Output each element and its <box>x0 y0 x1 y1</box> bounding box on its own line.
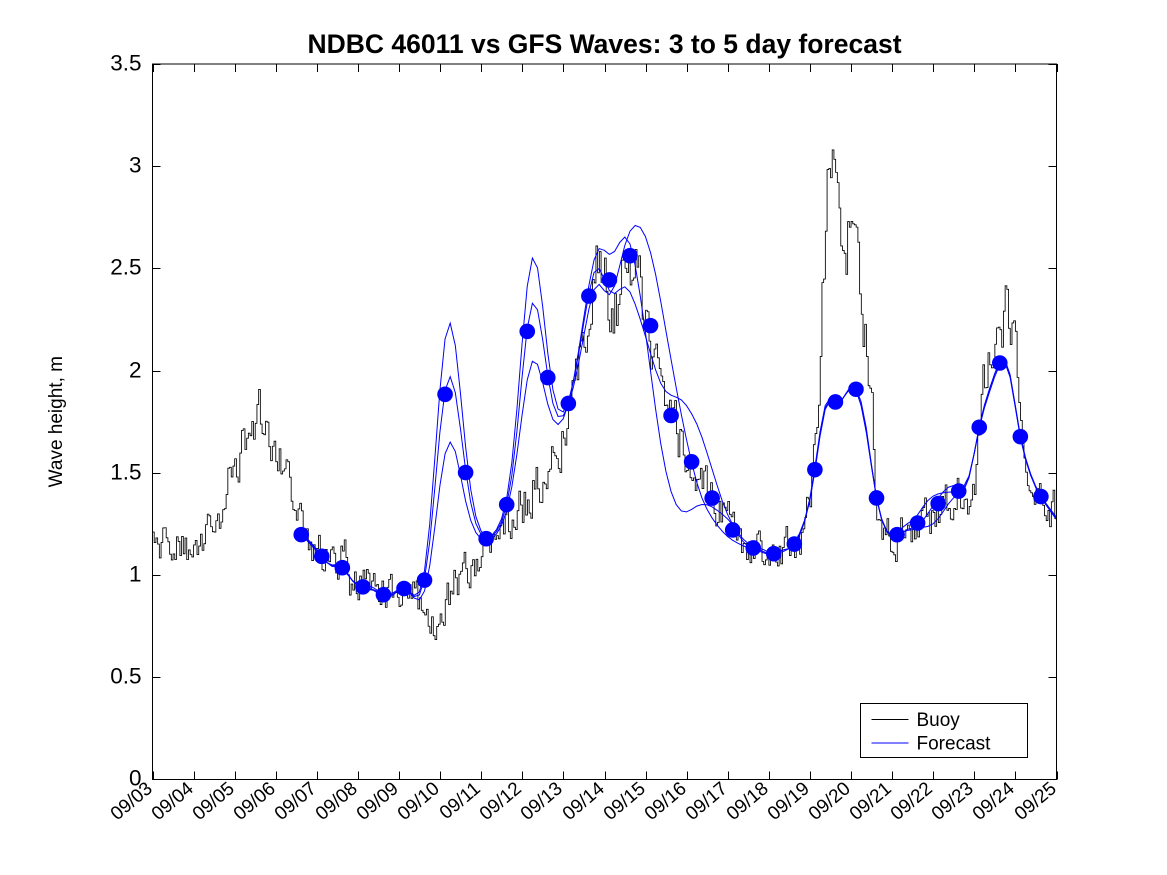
svg-text:3.5: 3.5 <box>110 51 141 76</box>
svg-text:3: 3 <box>129 153 142 178</box>
svg-text:Buoy: Buoy <box>917 710 961 731</box>
svg-text:Forecast: Forecast <box>917 734 992 755</box>
svg-text:2: 2 <box>129 358 142 383</box>
svg-text:1.5: 1.5 <box>110 460 141 485</box>
svg-text:0.5: 0.5 <box>110 664 141 689</box>
svg-text:Wave height, m: Wave height, m <box>46 356 67 487</box>
svg-text:2.5: 2.5 <box>110 255 141 280</box>
svg-text:NDBC 46011 vs GFS Waves: 3 to: NDBC 46011 vs GFS Waves: 3 to 5 day fore… <box>307 29 901 59</box>
svg-text:1: 1 <box>129 562 142 587</box>
